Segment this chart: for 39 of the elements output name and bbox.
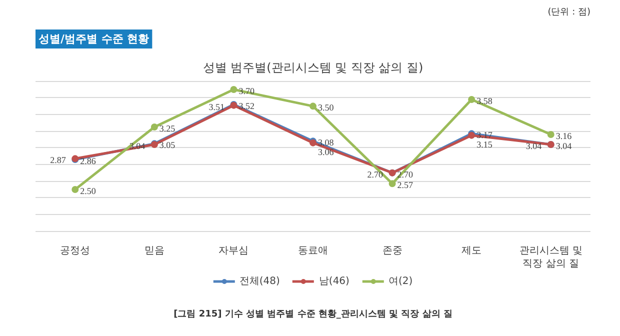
- legend-label: 전체(48): [239, 275, 280, 288]
- text: (단위 : 점): [548, 8, 591, 18]
- x-tick-label: 제도: [462, 246, 482, 256]
- point: [230, 86, 238, 93]
- x-tick-label: 자부심: [218, 246, 249, 256]
- chart-subtitle: 성별/범주별 수준 현황: [38, 32, 150, 46]
- text: [그림 215] 기수 성별 범주별 수준 현황_관리시스템 및 직장 삶의 질: [174, 310, 452, 320]
- data-label: 2.70: [367, 169, 384, 180]
- data-label: 3.06: [318, 146, 334, 157]
- data-label: 3.04: [556, 141, 572, 151]
- x-tick-label: 관리시스템 및 직장 삶의 질: [519, 246, 582, 270]
- data-label: 3.16: [556, 131, 572, 141]
- data-label: 3.04: [526, 141, 542, 151]
- point: [388, 180, 396, 188]
- data-label: 2.50: [80, 186, 96, 196]
- data-label: 3.51: [208, 102, 224, 112]
- legend-label: 남(46): [318, 275, 350, 288]
- data-label: 2.87: [50, 155, 66, 166]
- legend-label: 여(2): [388, 275, 413, 288]
- x-tick-label: 존중: [382, 246, 402, 256]
- point: [150, 124, 158, 130]
- data-label: 3.25: [159, 124, 176, 134]
- data-label: 3.17: [476, 130, 493, 140]
- data-label: 3.05: [159, 140, 176, 150]
- point: [72, 186, 79, 193]
- data-label: 3.52: [238, 101, 254, 111]
- data-label: 2.57: [397, 180, 414, 190]
- point: [310, 102, 316, 110]
- data-label: 2.86: [80, 156, 96, 166]
- point: [547, 131, 554, 138]
- x-tick-label: 동료애: [298, 246, 328, 256]
- data-label: 3.50: [318, 102, 334, 113]
- x-tick-label: 공정성: [60, 246, 90, 256]
- x-tick-label: 믿음: [144, 246, 164, 256]
- data-label: 3.15: [476, 139, 493, 150]
- data-label: 3.58: [476, 96, 493, 106]
- point: [468, 96, 476, 103]
- chart-title: 성별 범주별(관리시스템 및 직장 삶의 질): [202, 60, 424, 74]
- data-label: 3.08: [318, 138, 334, 148]
